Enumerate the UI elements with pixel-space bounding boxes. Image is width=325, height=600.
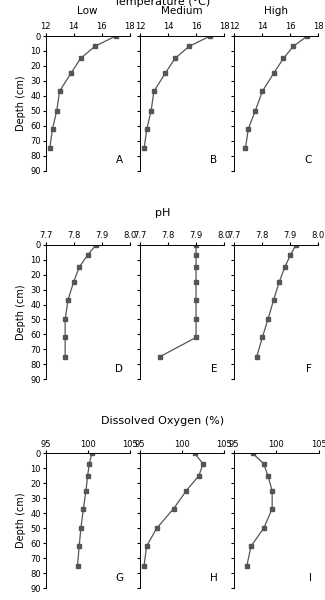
Text: Temperature (°C): Temperature (°C) — [114, 0, 211, 7]
Y-axis label: Depth (cm): Depth (cm) — [16, 493, 26, 548]
Text: C: C — [305, 155, 312, 165]
Text: G: G — [115, 572, 123, 583]
Text: H: H — [210, 572, 217, 583]
Text: D: D — [115, 364, 123, 374]
Title: Low: Low — [77, 6, 98, 16]
Text: pH: pH — [155, 208, 170, 218]
Text: A: A — [116, 155, 123, 165]
Y-axis label: Depth (cm): Depth (cm) — [16, 284, 26, 340]
Text: I: I — [309, 572, 312, 583]
Y-axis label: Depth (cm): Depth (cm) — [16, 76, 26, 131]
Text: F: F — [306, 364, 312, 374]
Title: Medium: Medium — [161, 6, 203, 16]
Text: B: B — [210, 155, 217, 165]
Text: Dissolved Oxygen (%): Dissolved Oxygen (%) — [101, 416, 224, 427]
Text: E: E — [211, 364, 217, 374]
Title: High: High — [264, 6, 288, 16]
